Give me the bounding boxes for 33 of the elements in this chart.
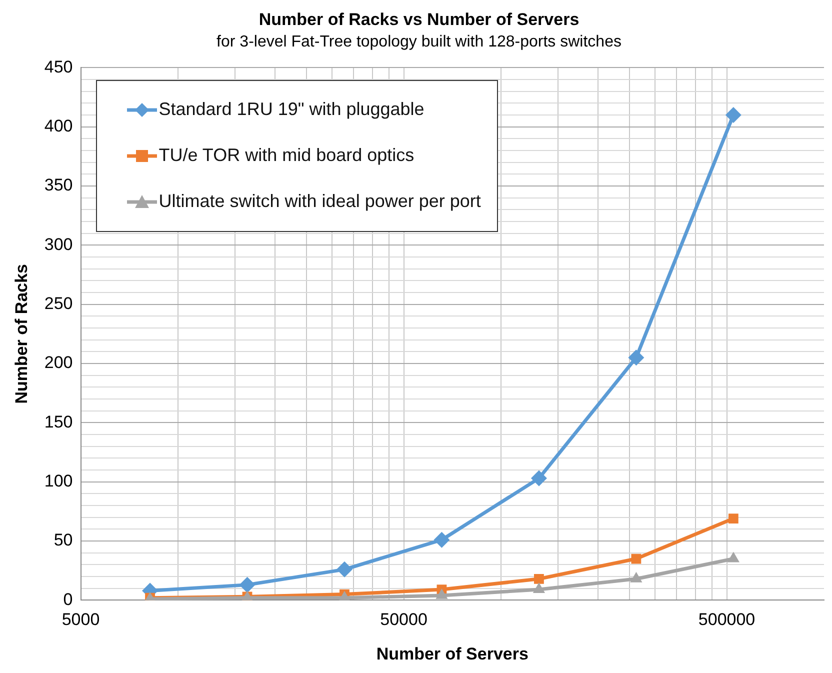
y-tick-label: 50 <box>54 530 73 550</box>
y-tick-label: 200 <box>44 353 73 372</box>
x-tick-label: 500000 <box>698 610 756 630</box>
y-tick-label: 100 <box>44 472 73 491</box>
point <box>727 552 740 562</box>
legend-label: Standard 1RU 19" with pluggable <box>158 99 424 120</box>
chart-title: Number of Racks vs Number of Servers <box>258 10 580 29</box>
legend-label: TU/e TOR with mid board optics <box>158 145 414 166</box>
y-tick-label: 400 <box>44 116 73 136</box>
point <box>336 561 352 578</box>
x-axis-title: Number of Servers <box>376 644 528 664</box>
y-tick-label: 450 <box>44 57 73 76</box>
point <box>628 350 644 366</box>
point <box>631 554 642 564</box>
point <box>530 470 547 486</box>
y-tick-label: 250 <box>44 294 73 313</box>
point <box>239 576 256 593</box>
x-tick-label: 5000 <box>62 610 100 630</box>
y-tick-label: 150 <box>44 412 73 432</box>
y-tick-label: 350 <box>44 176 73 195</box>
point <box>436 588 448 599</box>
y-tick-label: 300 <box>44 234 73 254</box>
point <box>532 582 546 594</box>
chart-subtitle: for 3-level Fat-Tree topology built with 128-ports switches <box>216 33 622 50</box>
point <box>728 514 738 524</box>
x-tick-label: 50000 <box>380 610 428 630</box>
point <box>725 106 742 123</box>
point <box>534 574 544 584</box>
point <box>630 572 642 582</box>
point <box>434 532 450 548</box>
legend-label: Ultimate switch with ideal power per port <box>158 191 481 212</box>
y-axis-title: Number of Racks <box>12 264 31 404</box>
y-tick-label: 0 <box>63 590 73 609</box>
